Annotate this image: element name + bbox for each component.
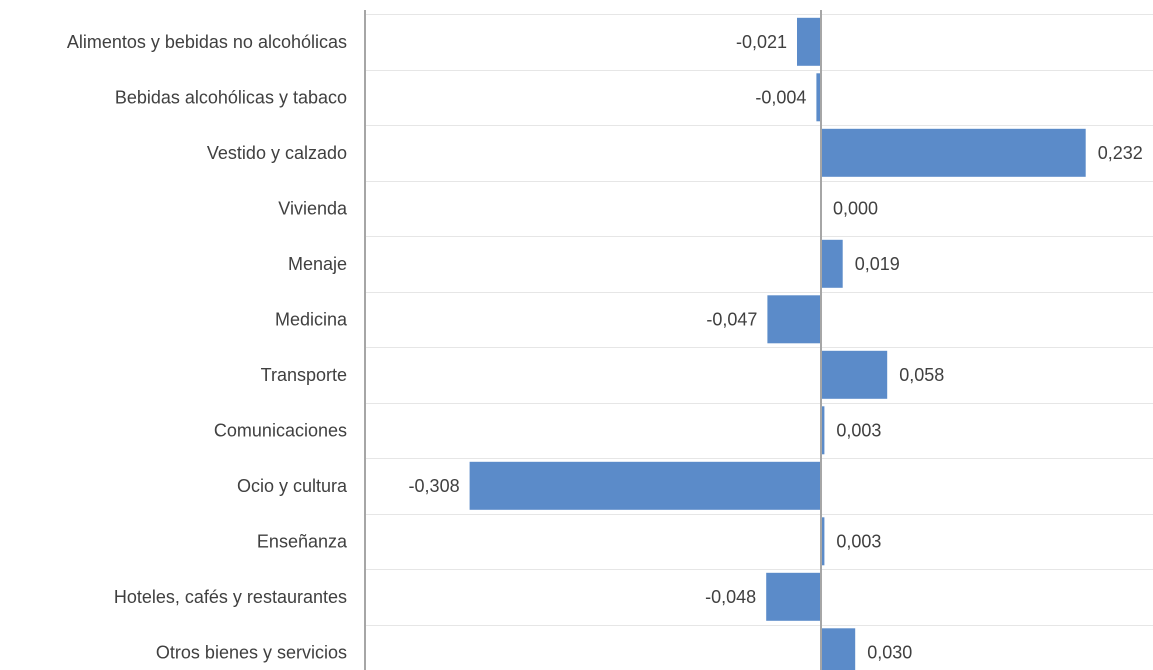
value-label: 0,000 <box>833 198 878 218</box>
value-label: 0,030 <box>867 642 912 662</box>
bar <box>821 350 888 399</box>
bar <box>767 295 821 344</box>
bar <box>797 17 821 66</box>
category-label: Enseñanza <box>257 531 348 551</box>
bar <box>821 239 843 288</box>
bar-layer <box>469 17 1086 670</box>
category-label: Menaje <box>288 254 347 274</box>
label-layer: Alimentos y bebidas no alcohólicas -0,021… <box>67 32 1143 662</box>
bar <box>766 572 821 621</box>
category-label: Transporte <box>261 365 347 385</box>
category-label: Hoteles, cafés y restaurantes <box>114 587 347 607</box>
value-label: -0,047 <box>706 309 757 329</box>
bar <box>821 406 825 455</box>
category-label: Medicina <box>275 309 348 329</box>
bar <box>821 128 1086 177</box>
category-label: Vestido y calzado <box>207 143 347 163</box>
bar <box>821 517 825 566</box>
category-label: Vivienda <box>278 198 348 218</box>
value-label: -0,004 <box>755 87 806 107</box>
bar <box>821 628 856 670</box>
bar <box>469 461 821 510</box>
value-label: 0,058 <box>899 365 944 385</box>
value-label: -0,308 <box>409 476 460 496</box>
grid-layer <box>365 14 1153 626</box>
value-label: -0,021 <box>736 32 787 52</box>
value-label: 0,019 <box>855 254 900 274</box>
category-label: Ocio y cultura <box>237 476 348 496</box>
category-label: Bebidas alcohólicas y tabaco <box>115 87 347 107</box>
value-label: -0,048 <box>705 587 756 607</box>
value-label: 0,003 <box>836 531 881 551</box>
value-label: 0,003 <box>836 420 881 440</box>
bar <box>816 73 821 122</box>
category-label: Comunicaciones <box>214 420 347 440</box>
category-label: Alimentos y bebidas no alcohólicas <box>67 32 347 52</box>
category-label: Otros bienes y servicios <box>156 642 347 662</box>
axis-layer <box>364 10 822 670</box>
value-label: 0,232 <box>1098 143 1143 163</box>
